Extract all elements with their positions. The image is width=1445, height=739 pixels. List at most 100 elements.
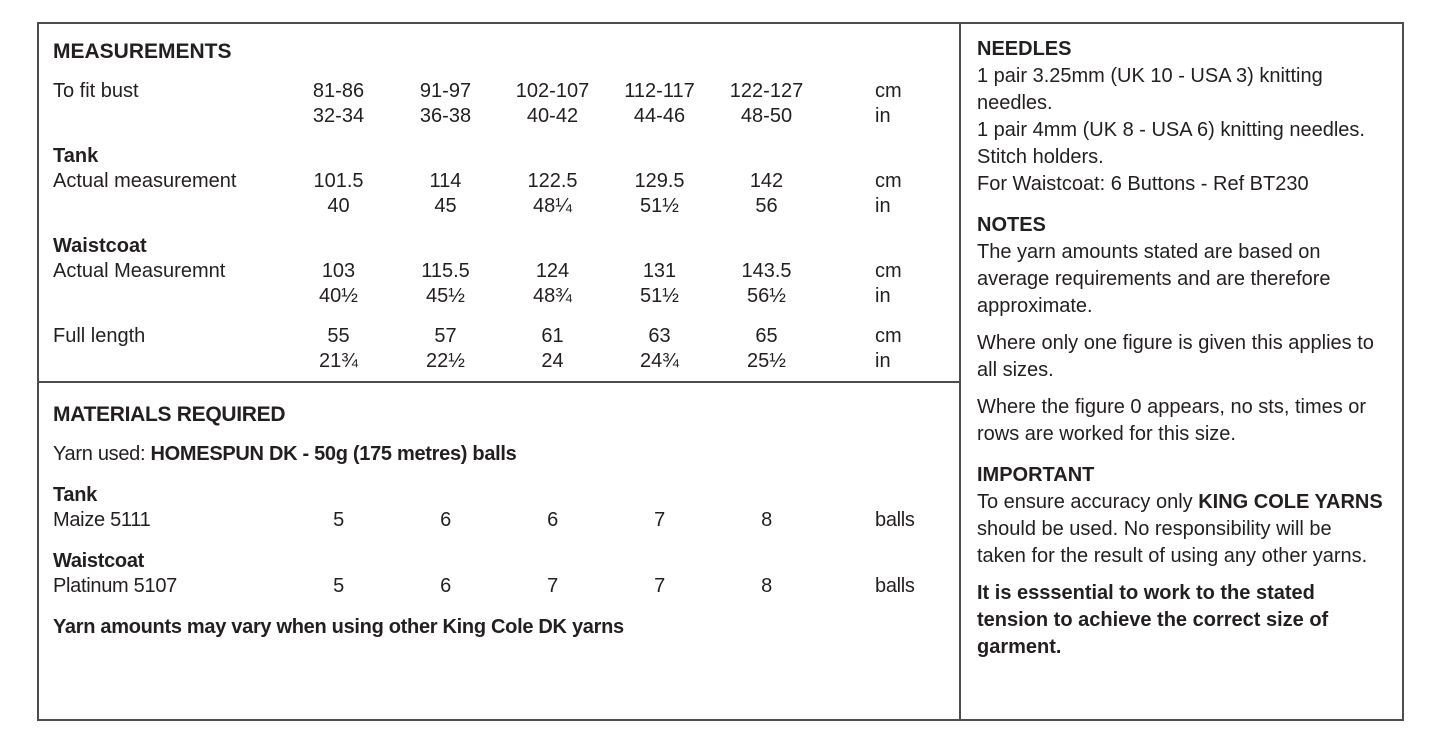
value-cell: 44-46 (633, 105, 686, 127)
garment-section-header: Waistcoat (53, 550, 145, 572)
row-label (53, 349, 285, 374)
text-segment: should be used. No responsibility will b… (977, 518, 1368, 567)
value-cell: 56 (755, 195, 778, 217)
measurement-row-in: 40 45 48¼ 51½ 56 in (53, 194, 959, 219)
value-cell: 22½ (426, 350, 465, 372)
value-cell: 142 (749, 170, 784, 192)
value-cell: 7 (654, 509, 665, 531)
notes-title: NOTES (977, 214, 1046, 236)
text-segment: KING COLE YARNS (1198, 491, 1383, 513)
sidebar-panel: NEEDLES 1 pair 3.25mm (UK 10 - USA 3) kn… (959, 22, 1404, 721)
material-block: Waistcoat Platinum 5107 5 6 7 7 8 balls (53, 549, 959, 599)
value-cell: 57 (434, 325, 457, 347)
value-cell: 114 (429, 170, 462, 192)
value-cell: 115.5 (421, 260, 470, 282)
value-cell: 63 (648, 325, 671, 347)
important-title: IMPORTANT (977, 464, 1095, 486)
unit-cell: cm (875, 170, 902, 192)
important-paragraph: It is esssential to work to the stated t… (977, 580, 1386, 661)
value-cell: 48¾ (533, 285, 572, 307)
measurement-row-in: 40½ 45½ 48¾ 51½ 56½ in (53, 284, 959, 309)
garment-section-header: Waistcoat (53, 235, 147, 257)
notes-paragraph: Where the figure 0 appears, no sts, time… (977, 396, 1367, 445)
material-row: Platinum 5107 5 6 7 7 8 balls (53, 574, 959, 599)
measurement-row-in: 21¾ 22½ 24 24¾ 25½ in (53, 349, 959, 374)
yarn-used-label: Yarn used: (53, 443, 151, 465)
row-label (53, 284, 285, 309)
value-cell: 6 (440, 575, 451, 597)
measurement-row-cm: To fit bust 81-86 91-97 102-107 112-117 122-1… (53, 79, 959, 104)
value-cell: 61 (541, 325, 564, 347)
value-cell: 36-38 (419, 105, 472, 127)
value-cell: 7 (547, 575, 558, 597)
value-cell: 124 (535, 260, 570, 282)
value-cell: 131 (642, 260, 677, 282)
value-cell: 81-86 (312, 80, 365, 102)
value-cell: 122-127 (729, 80, 804, 102)
value-cell: 143.5 (741, 260, 792, 282)
value-cell: 101.5 (313, 170, 364, 192)
row-label: Maize 5111 (53, 509, 151, 531)
value-cell: 91-97 (419, 80, 472, 102)
value-cell: 8 (761, 575, 772, 597)
row-label (53, 194, 285, 219)
garment-section-header: Tank (53, 145, 99, 167)
value-cell: 25½ (747, 350, 786, 372)
value-cell: 112-117 (624, 80, 695, 102)
measurement-row-in: 32-34 36-38 40-42 44-46 48-50 in (53, 104, 959, 129)
value-cell: 45 (434, 195, 457, 217)
value-cell: 103 (321, 260, 356, 282)
yarn-used-line: Yarn used: HOMESPUN DK - 50g (175 metres… (53, 442, 959, 467)
text-segment: It is esssential to work to the stated t… (977, 582, 1329, 658)
measurements-title: MEASUREMENTS (53, 40, 232, 63)
notes-paragraph: The yarn amounts stated are based on ave… (977, 241, 1331, 317)
row-label: Platinum 5107 (53, 575, 177, 597)
value-cell: 40 (327, 195, 350, 217)
row-label: Full length (53, 325, 146, 347)
value-cell: 51½ (640, 195, 679, 217)
value-cell: 7 (654, 575, 665, 597)
value-cell: 122.5 (527, 170, 578, 192)
yarn-used-value: HOMESPUN DK - 50g (175 metres) balls (150, 443, 517, 465)
measurement-block: Tank Actual measurement 101.5 114 122.5 129.5… (53, 144, 959, 219)
value-cell: 48-50 (740, 105, 793, 127)
value-cell: 32-34 (312, 105, 365, 127)
value-cell: 24 (541, 350, 564, 372)
value-cell: 6 (547, 509, 558, 531)
unit-cell: cm (875, 325, 902, 347)
value-cell: 5 (333, 575, 344, 597)
yarn-variance-note: Yarn amounts may vary when using other K… (53, 616, 624, 638)
unit-cell: cm (875, 80, 902, 102)
pattern-info-panel: MEASUREMENTS To fit bust 81-86 91-97 102-10… (37, 22, 959, 721)
measurements-section: MEASUREMENTS To fit bust 81-86 91-97 102-10… (39, 24, 959, 383)
measurements-rows: To fit bust 81-86 91-97 102-107 112-117 122-1… (53, 79, 959, 374)
measurement-block: Waistcoat Actual Measuremnt 103 115.5 124 131… (53, 234, 959, 309)
unit-cell: in (875, 105, 891, 127)
value-cell: 45½ (426, 285, 465, 307)
row-label: Actual measurement (53, 170, 237, 192)
value-cell: 55 (327, 325, 350, 347)
unit-cell: in (875, 350, 891, 372)
value-cell: 24¾ (640, 350, 679, 372)
needles-line: 1 pair 3.25mm (UK 10 - USA 3) knitting n… (977, 65, 1323, 114)
unit-cell: balls (875, 509, 915, 531)
value-cell: 51½ (640, 285, 679, 307)
materials-section: MATERIALS REQUIRED Yarn used: HOMESPUN D… (39, 383, 959, 719)
needles-title: NEEDLES (977, 38, 1072, 60)
material-block: Tank Maize 5111 5 6 6 7 8 balls (53, 483, 959, 533)
text-segment: To ensure accuracy only (977, 491, 1199, 513)
measurement-row-cm: Actual Measuremnt 103 115.5 124 131 143.5 cm (53, 259, 959, 284)
value-cell: 5 (333, 509, 344, 531)
measurement-block: To fit bust 81-86 91-97 102-107 112-117 122-1… (53, 79, 959, 129)
value-cell: 6 (440, 509, 451, 531)
needles-line: For Waistcoat: 6 Buttons - Ref BT230 (977, 173, 1309, 195)
value-cell: 129.5 (634, 170, 685, 192)
measurement-row-cm: Full length 55 57 61 63 65 cm (53, 324, 959, 349)
value-cell: 8 (761, 509, 772, 531)
value-cell: 102-107 (515, 80, 590, 102)
unit-cell: cm (875, 260, 902, 282)
value-cell: 65 (755, 325, 778, 347)
garment-section-header: Tank (53, 484, 97, 506)
important-paragraph: To ensure accuracy only KING COLE YARNS … (977, 489, 1386, 570)
row-label: To fit bust (53, 80, 139, 102)
